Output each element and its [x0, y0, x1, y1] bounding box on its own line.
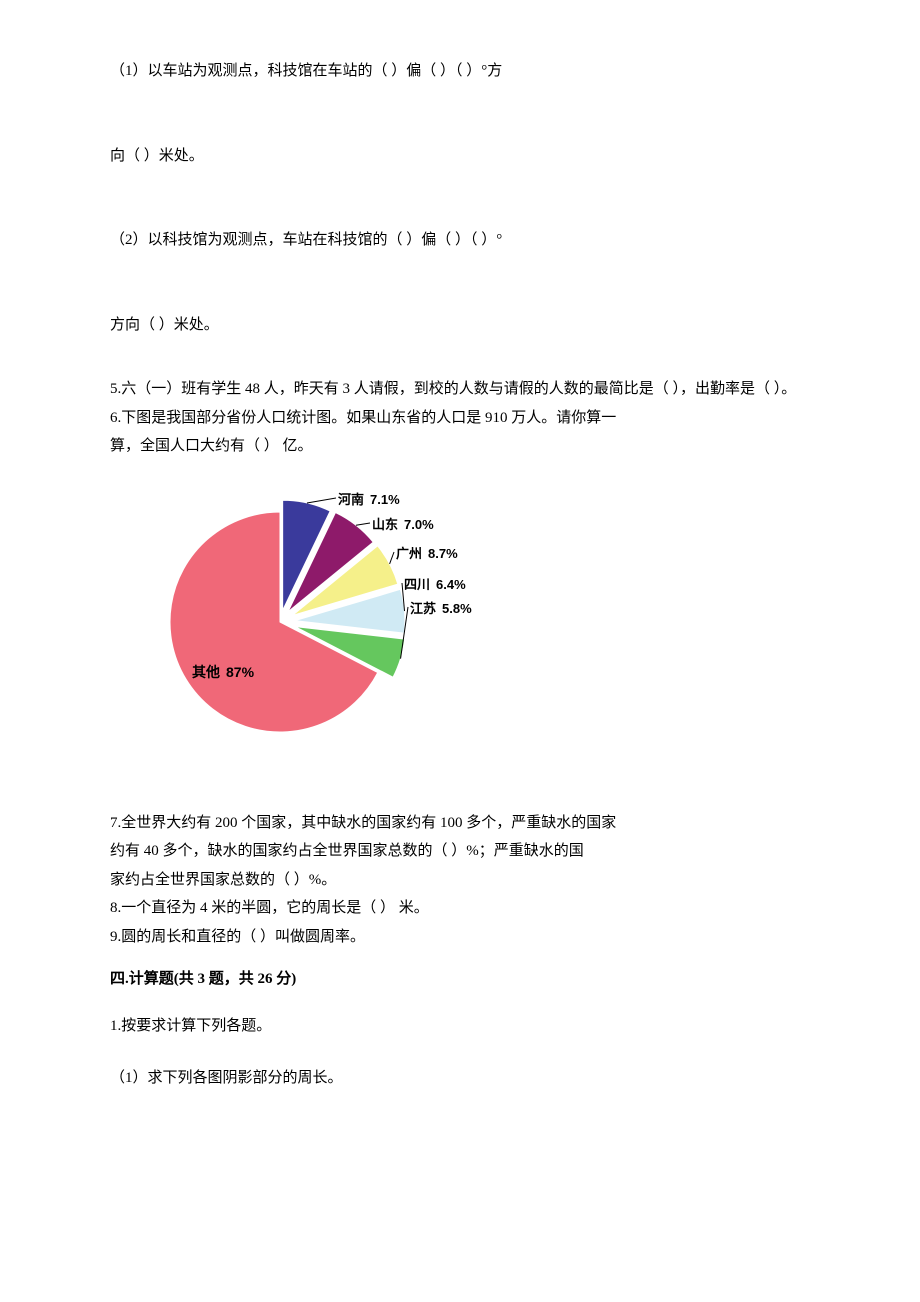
label-henan: 河南 7.1% [338, 490, 400, 510]
q7-l2-text: 约有 40 多个，缺水的国家约占全世界国家总数的（ ）%；严重缺水的国 [110, 843, 584, 859]
q7-l1-text: 7.全世界大约有 200 个国家，其中缺水的国家约有 100 多个，严重缺水的国… [110, 815, 616, 831]
jiangsu-name: 江苏 [410, 601, 436, 616]
calc-q1-1: （1）求下列各图阴影部分的周长。 [110, 1067, 810, 1090]
label-jiangsu: 江苏 5.8% [410, 599, 472, 619]
label-guangzhou: 广州 8.7% [396, 544, 458, 564]
other-name: 其他 [192, 664, 220, 680]
henan-pct: 7.1% [370, 492, 400, 507]
sichuan-name: 四川 [404, 577, 430, 592]
calc1-text: 1.按要求计算下列各题。 [110, 1018, 271, 1034]
label-other: 其他 87% [192, 662, 254, 683]
q7-line3: 家约占全世界国家总数的（ ）%。 [110, 869, 810, 892]
gz-pct: 8.7% [428, 546, 458, 561]
q4-p1-l2-text: 向（ ）米处。 [110, 148, 204, 164]
q7-l3-text: 家约占全世界国家总数的（ ）%。 [110, 872, 336, 888]
q4-part1-line1: （1）以车站为观测点，科技馆在车站的（ ）偏（ ）（ ）°方 [110, 60, 810, 83]
q6-line1: 6.下图是我国部分省份人口统计图。如果山东省的人口是 910 万人。请你算一 [110, 407, 810, 430]
henan-name: 河南 [338, 492, 364, 507]
q4-part2-line1: （2）以科技馆为观测点，车站在科技馆的（ ）偏（ ）（ ）° [110, 229, 810, 252]
shandong-pct: 7.0% [404, 517, 434, 532]
q4-part2-line2: 方向（ ）米处。 [110, 314, 810, 337]
q7-line2: 约有 40 多个，缺水的国家约占全世界国家总数的（ ）%；严重缺水的国 [110, 840, 810, 863]
section-4-title: 四.计算题(共 3 题，共 26 分) [110, 968, 810, 991]
q6-l1-text: 6.下图是我国部分省份人口统计图。如果山东省的人口是 910 万人。请你算一 [110, 410, 616, 426]
section4-text: 四.计算题(共 3 题，共 26 分) [110, 971, 296, 987]
q9: 9.圆的周长和直径的（ ）叫做圆周率。 [110, 926, 810, 949]
shandong-name: 山东 [372, 517, 398, 532]
q4-p2-l2-text: 方向（ ）米处。 [110, 317, 219, 333]
calc-q1: 1.按要求计算下列各题。 [110, 1015, 810, 1038]
q6-l2-text: 算，全国人口大约有（ ） 亿。 [110, 438, 313, 454]
q4-p2-l1-text: （2）以科技馆为观测点，车站在科技馆的（ ）偏（ ）（ ）° [110, 232, 502, 248]
label-sichuan: 四川 6.4% [404, 575, 466, 595]
q5: 5.六（一）班有学生 48 人，昨天有 3 人请假，到校的人数与请假的人数的最简… [110, 378, 810, 401]
q8: 8.一个直径为 4 米的半圆，它的周长是（ ） 米。 [110, 897, 810, 920]
q7-line1: 7.全世界大约有 200 个国家，其中缺水的国家约有 100 多个，严重缺水的国… [110, 812, 810, 835]
label-shandong: 山东 7.0% [372, 515, 434, 535]
sichuan-pct: 6.4% [436, 577, 466, 592]
gz-name: 广州 [396, 546, 422, 561]
other-pct: 87% [226, 664, 254, 680]
pie-chart: 河南 7.1% 山东 7.0% 广州 8.7% 四川 6.4% 江苏 5.8% 其他 87% [150, 482, 550, 762]
q9-text: 9.圆的周长和直径的（ ）叫做圆周率。 [110, 929, 365, 945]
q4-part1-line2: 向（ ）米处。 [110, 145, 810, 168]
jiangsu-pct: 5.8% [442, 601, 472, 616]
calc1-1-text: （1）求下列各图阴影部分的周长。 [110, 1070, 343, 1086]
q4-p1-l1-text: （1）以车站为观测点，科技馆在车站的（ ）偏（ ）（ ）°方 [110, 63, 502, 79]
q6-line2: 算，全国人口大约有（ ） 亿。 [110, 435, 810, 458]
q8-text: 8.一个直径为 4 米的半圆，它的周长是（ ） 米。 [110, 900, 429, 916]
pie-svg [150, 482, 550, 762]
q5-text: 5.六（一）班有学生 48 人，昨天有 3 人请假，到校的人数与请假的人数的最简… [110, 381, 796, 397]
